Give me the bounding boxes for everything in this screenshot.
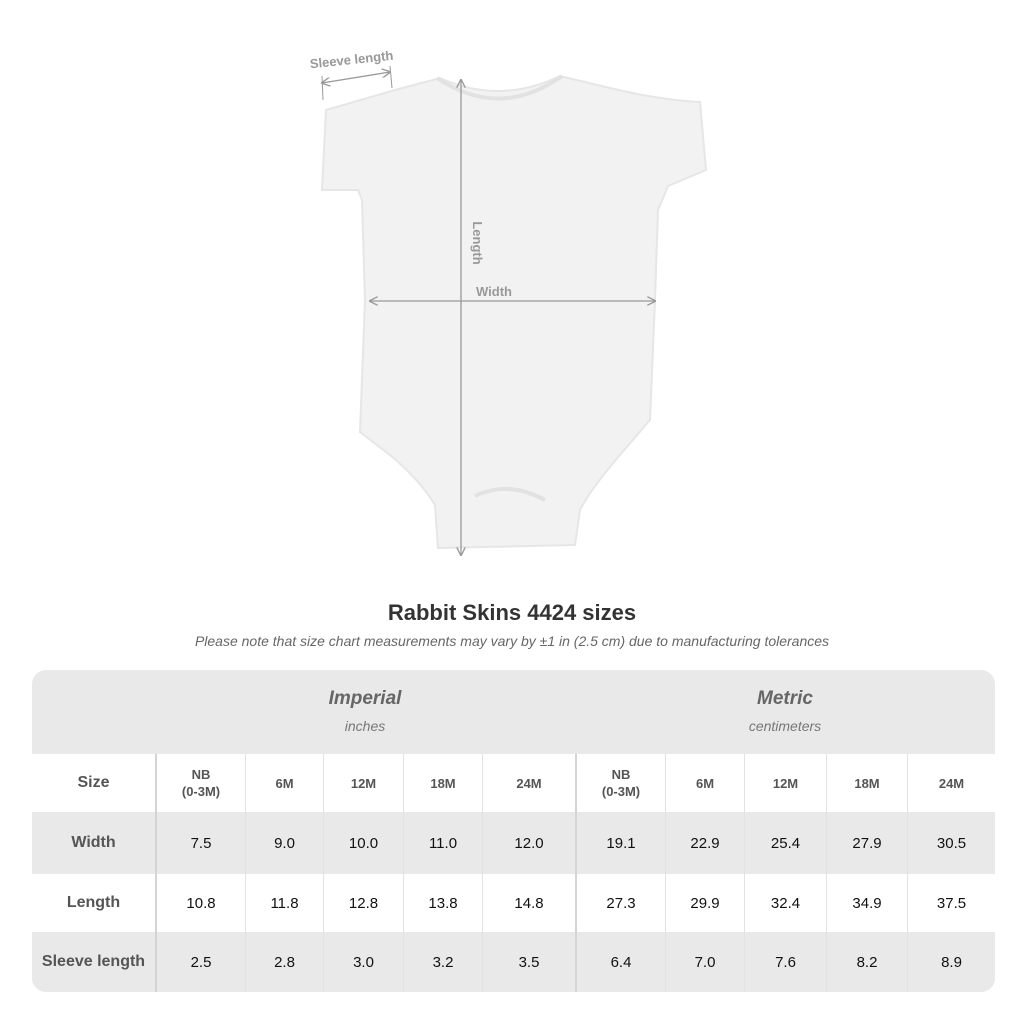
row-label: Length (66, 894, 121, 911)
value-cell: 8.2 (826, 932, 907, 992)
value-cell: 2.5 (155, 932, 245, 992)
value-cell: 25.4 (744, 812, 826, 874)
value-cell: 29.9 (665, 874, 744, 932)
size-metric: 6M (665, 754, 744, 812)
metric-header: Metric centimeters (575, 670, 995, 754)
value-cell: 34.9 (826, 874, 907, 932)
value-cell: 30.5 (907, 812, 995, 874)
value-cell: 11.8 (245, 874, 323, 932)
tolerance-note: Please note that size chart measurements… (194, 633, 830, 649)
size-imperial: 12M (323, 754, 403, 812)
length-label: Length (470, 221, 485, 264)
value-cell: 14.8 (482, 874, 575, 932)
size-metric: 18M (826, 754, 907, 812)
value-cell: 3.0 (323, 932, 403, 992)
table-row: Width 7.5 9.0 10.0 11.0 12.0 19.1 22.9 25.4 27.9 3… (32, 812, 995, 874)
value-cell: 19.1 (575, 812, 665, 874)
value-cell: 7.5 (155, 812, 245, 874)
value-cell: 27.3 (575, 874, 665, 932)
onesie-diagram: Sleeve length Length Width (309, 48, 708, 580)
table-row: Length 10.8 11.8 12.8 13.8 14.8 27.3 29.9 32.4 34… (32, 874, 995, 932)
value-cell: 6.4 (575, 932, 665, 992)
size-header-row: Size NB (0-3M) 6M 12M 18M 24M NB (0-3M) 6M 12M 18… (32, 754, 995, 812)
size-metric: NB (0-3M) (575, 754, 665, 812)
value-cell: 37.5 (907, 874, 995, 932)
value-cell: 32.4 (744, 874, 826, 932)
value-cell: 7.6 (744, 932, 826, 992)
width-label: Width (476, 284, 512, 299)
size-metric: 12M (744, 754, 826, 812)
size-metric: 24M (907, 754, 995, 812)
metric-unit: centimeters (748, 718, 822, 734)
imperial-unit: inches (344, 718, 386, 734)
value-cell: 13.8 (403, 874, 482, 932)
row-label: Size (77, 774, 110, 791)
value-cell: 10.0 (323, 812, 403, 874)
value-cell: 11.0 (403, 812, 482, 874)
sleeve-label: Sleeve length (309, 48, 394, 72)
size-table: Imperial inches Metric centimeters Size N… (32, 670, 995, 992)
value-cell: 8.9 (907, 932, 995, 992)
table-row: Sleeve length 2.5 2.8 3.0 3.2 3.5 6.4 7.0 7.6 8.2… (32, 932, 995, 992)
value-cell: 7.0 (665, 932, 744, 992)
metric-label: Metric (757, 688, 813, 709)
size-imperial: 18M (403, 754, 482, 812)
size-imperial: 6M (245, 754, 323, 812)
value-cell: 3.5 (482, 932, 575, 992)
onesie-body (320, 74, 708, 550)
sleeve-arrow (322, 72, 390, 83)
size-imperial: NB (0-3M) (155, 754, 245, 812)
value-cell: 27.9 (826, 812, 907, 874)
value-cell: 9.0 (245, 812, 323, 874)
row-label: Sleeve length (41, 953, 146, 970)
value-cell: 12.8 (323, 874, 403, 932)
size-imperial: 24M (482, 754, 575, 812)
value-cell: 2.8 (245, 932, 323, 992)
value-cell: 3.2 (403, 932, 482, 992)
imperial-label: Imperial (328, 688, 402, 709)
value-cell: 22.9 (665, 812, 744, 874)
value-cell: 12.0 (482, 812, 575, 874)
value-cell: 10.8 (155, 874, 245, 932)
chart-title: Rabbit Skins 4424 sizes (387, 600, 637, 625)
imperial-header: Imperial inches (155, 670, 575, 754)
row-label: Width (71, 834, 116, 851)
